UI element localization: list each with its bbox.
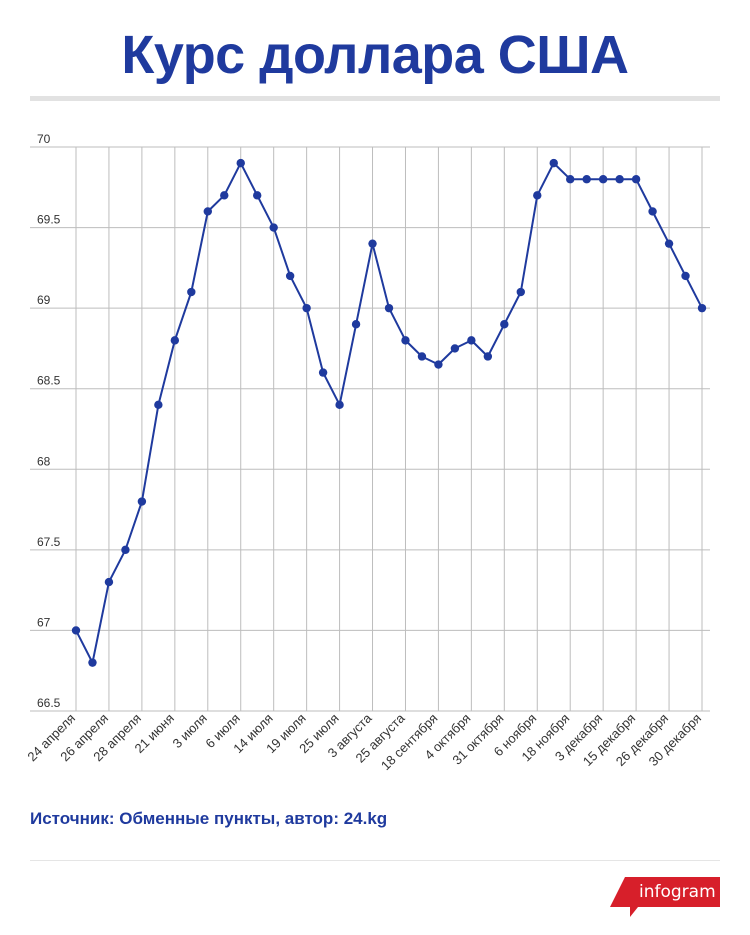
data-point — [434, 360, 443, 369]
data-point — [335, 400, 344, 410]
data-point — [154, 400, 163, 410]
data-point — [236, 158, 245, 168]
data-point — [121, 545, 130, 555]
data-point — [582, 175, 591, 184]
data-point — [351, 320, 361, 329]
data-point — [253, 191, 262, 200]
bottom-divider — [30, 860, 720, 861]
title-divider — [30, 96, 720, 101]
data-point — [500, 320, 509, 329]
data-point — [549, 158, 558, 168]
data-point — [269, 223, 278, 232]
y-tick-label: 69 — [37, 293, 51, 307]
data-point — [203, 207, 212, 216]
y-tick-label: 68 — [37, 454, 51, 468]
data-point — [137, 497, 147, 506]
data-point — [318, 368, 328, 377]
data-point — [697, 303, 707, 313]
data-point — [88, 658, 97, 667]
data-point — [598, 175, 608, 184]
data-point — [187, 287, 196, 297]
data-point — [483, 352, 493, 361]
data-point — [302, 303, 311, 313]
data-point — [467, 336, 476, 345]
data-point — [285, 271, 295, 281]
y-tick-label: 67.5 — [37, 535, 61, 549]
y-tick-label: 70 — [37, 132, 51, 146]
data-point — [566, 175, 575, 184]
data-point — [71, 626, 81, 635]
x-tick-label: 3 июля — [169, 711, 209, 751]
data-point — [170, 336, 180, 345]
infogram-logo-text[interactable]: infogram — [639, 882, 716, 902]
page-title: Курс доллара США — [121, 25, 629, 85]
chart-grid — [30, 146, 710, 712]
data-point — [220, 191, 229, 200]
y-tick-label: 69.5 — [37, 213, 61, 227]
infogram-logo-icon[interactable] — [610, 877, 720, 917]
data-point — [533, 191, 542, 200]
data-point — [401, 336, 410, 345]
data-point — [615, 175, 624, 184]
data-point — [417, 352, 427, 361]
data-points — [71, 158, 707, 667]
y-tick-label: 67 — [37, 615, 51, 629]
y-tick-label: 68.5 — [37, 374, 61, 388]
data-point — [631, 175, 641, 184]
data-point — [664, 239, 674, 248]
source-note: Источник: Обменные пункты, автор: 24.kg — [30, 809, 388, 828]
data-point — [368, 239, 377, 248]
y-tick-label: 66.5 — [37, 696, 61, 710]
y-axis-ticks: 70 69.5 69 68.5 68 67.5 67 66.5 — [37, 132, 61, 710]
data-point — [104, 577, 114, 587]
data-point — [450, 344, 460, 353]
data-point — [384, 303, 394, 313]
data-point — [516, 287, 525, 297]
data-point — [681, 271, 690, 281]
series-line — [75, 162, 703, 664]
data-point — [648, 207, 657, 216]
